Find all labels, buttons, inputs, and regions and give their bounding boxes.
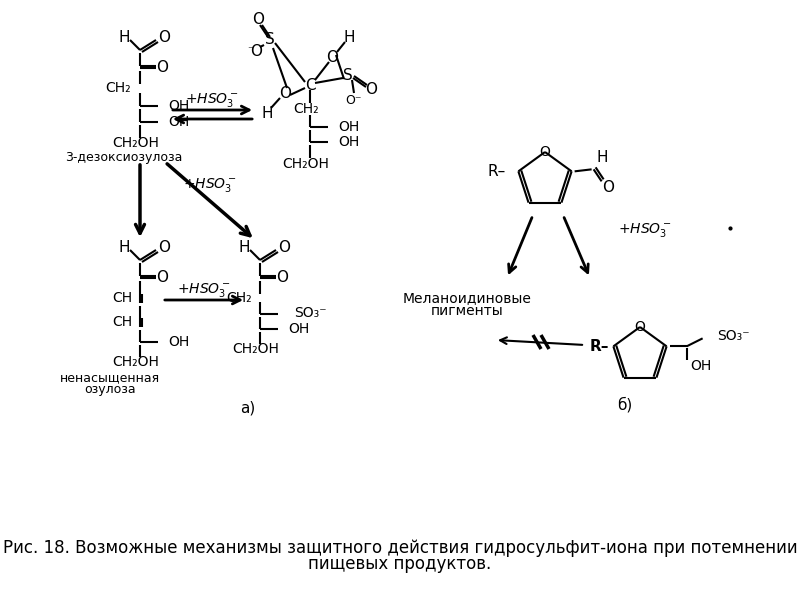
Text: CH₂: CH₂ [106, 81, 131, 95]
Text: $+\mathit{HSO_3^-}$: $+\mathit{HSO_3^-}$ [177, 281, 231, 299]
Text: OH: OH [168, 99, 190, 113]
Text: O: O [156, 60, 168, 74]
Text: $+\mathit{HSO_3^-}$: $+\mathit{HSO_3^-}$ [185, 91, 239, 109]
Text: O: O [252, 13, 264, 27]
Text: O: O [276, 269, 288, 284]
Text: CH₂OH: CH₂OH [282, 157, 330, 171]
Text: а): а) [240, 401, 256, 415]
Text: OH: OH [288, 322, 310, 336]
Text: H: H [262, 105, 273, 120]
Text: SO₃⁻: SO₃⁻ [717, 330, 750, 343]
Text: O: O [158, 240, 170, 254]
Text: OH: OH [338, 120, 359, 134]
Text: ненасыщенная: ненасыщенная [60, 371, 160, 384]
Text: O: O [634, 320, 646, 334]
Text: CH₂: CH₂ [226, 291, 252, 305]
Text: CH: CH [112, 291, 132, 305]
Text: O: O [279, 85, 291, 101]
Text: S: S [265, 33, 275, 48]
Text: CH₂: CH₂ [293, 102, 319, 116]
Text: б): б) [618, 397, 633, 413]
Text: O: O [365, 82, 377, 97]
Text: SO₃⁻: SO₃⁻ [294, 306, 326, 320]
Text: ⁻: ⁻ [247, 45, 253, 55]
Text: O: O [156, 269, 168, 284]
Text: H: H [118, 30, 130, 45]
Text: Рис. 18. Возможные механизмы защитного действия гидросульфит-иона при потемнении: Рис. 18. Возможные механизмы защитного д… [2, 539, 798, 557]
Text: OH: OH [690, 359, 712, 373]
Text: H: H [343, 29, 354, 45]
Text: OH: OH [168, 335, 190, 349]
Text: S: S [343, 67, 353, 82]
Text: O: O [539, 145, 550, 159]
Text: OH: OH [338, 135, 359, 149]
Text: пигменты: пигменты [430, 304, 503, 318]
Text: R–: R– [487, 164, 506, 179]
Text: озулоза: озулоза [84, 383, 136, 396]
Text: $+\mathit{HSO_3^-}$: $+\mathit{HSO_3^-}$ [618, 221, 672, 239]
Text: O: O [250, 45, 262, 60]
Text: O: O [158, 29, 170, 45]
Text: H: H [238, 241, 250, 256]
Text: CH₂OH: CH₂OH [113, 136, 159, 150]
Text: CH₂OH: CH₂OH [233, 342, 279, 356]
Text: R–: R– [590, 339, 609, 354]
Text: Меланоидиновые: Меланоидиновые [402, 291, 531, 305]
Text: CH₂OH: CH₂OH [113, 355, 159, 369]
Text: H: H [597, 150, 608, 165]
Text: H: H [118, 241, 130, 256]
Text: 3-дезоксиозулоза: 3-дезоксиозулоза [65, 151, 182, 164]
Text: O⁻: O⁻ [346, 94, 362, 107]
Text: $+\mathit{HSO_3^-}$: $+\mathit{HSO_3^-}$ [183, 176, 237, 194]
Text: C: C [305, 77, 315, 92]
Text: O: O [278, 240, 290, 254]
Text: CH: CH [112, 315, 132, 329]
Text: O: O [326, 49, 338, 64]
Text: пищевых продуктов.: пищевых продуктов. [308, 555, 492, 573]
Text: O: O [602, 180, 614, 195]
Text: OH: OH [168, 115, 190, 129]
